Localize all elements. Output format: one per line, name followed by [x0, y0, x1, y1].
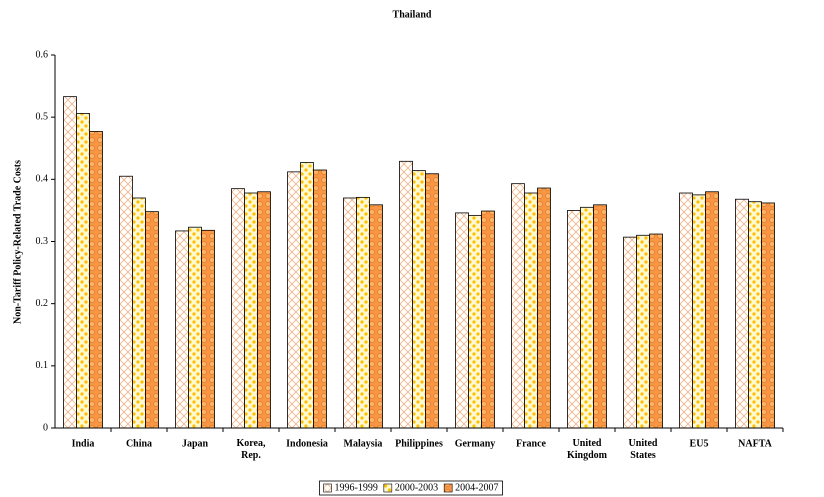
x-tick-label: Korea, Rep.	[237, 438, 266, 461]
x-tick-label: Germany	[455, 438, 496, 449]
legend-box	[319, 480, 503, 496]
legend-swatch	[443, 483, 453, 493]
legend-swatch	[323, 483, 332, 493]
x-tick-label: Philippines	[395, 438, 443, 449]
bar	[679, 192, 693, 429]
bar	[455, 212, 469, 429]
bar	[132, 197, 146, 429]
bar	[481, 210, 495, 429]
y-tick-label: 0.5	[36, 111, 49, 122]
bar	[649, 233, 663, 429]
bar	[356, 196, 370, 429]
y-tick-label: 0.4	[36, 174, 49, 185]
x-tick-label: India	[72, 438, 95, 449]
bar	[399, 160, 413, 429]
legend-label: 2004-2007	[455, 482, 498, 493]
bar	[201, 229, 215, 429]
bar	[692, 194, 706, 429]
bar	[468, 214, 482, 429]
bar	[257, 191, 271, 429]
x-tick-label: United Kingdom	[567, 438, 608, 461]
bar	[537, 187, 551, 429]
bar	[705, 191, 719, 429]
legend-label: 2000-2003	[395, 482, 438, 493]
bar	[76, 113, 90, 429]
x-tick-label: Japan	[182, 438, 209, 449]
bar	[748, 201, 762, 429]
legend: 1996-1999 2000-2003 2004-2007	[319, 480, 503, 496]
y-tick-label: 0.2	[36, 298, 49, 309]
bar	[623, 236, 637, 429]
bar	[300, 162, 314, 429]
bar	[89, 131, 103, 429]
bar	[369, 204, 383, 429]
bar	[761, 202, 775, 429]
bar	[567, 210, 581, 429]
y-tick-label: 0.6	[36, 49, 49, 60]
bar	[511, 183, 525, 429]
bar	[63, 96, 77, 429]
bar	[524, 192, 538, 429]
x-tick-label: United States	[629, 438, 658, 461]
y-axis-label: Non-Tariff Policy-Related Trade Costs	[12, 160, 23, 324]
x-tick-label: China	[126, 438, 152, 449]
x-tick-label: Malaysia	[344, 438, 383, 449]
legend-swatch	[383, 483, 393, 493]
bar	[231, 188, 245, 429]
bar	[145, 211, 159, 429]
bar	[343, 197, 357, 429]
chart-title: Thailand	[393, 9, 432, 20]
bar	[175, 230, 189, 429]
y-tick-label: 0.1	[36, 360, 49, 371]
bar	[313, 169, 327, 429]
bar	[593, 204, 607, 429]
x-tick-label: Indonesia	[286, 438, 328, 449]
bar	[636, 234, 650, 429]
bar	[580, 206, 594, 429]
x-tick-label: EU5	[690, 438, 709, 449]
bar	[188, 226, 202, 429]
bar	[412, 170, 426, 429]
bar	[287, 171, 301, 429]
bar	[425, 173, 439, 429]
bar	[735, 198, 749, 429]
y-tick-label: 0.3	[36, 236, 49, 247]
x-tick-label: NAFTA	[738, 438, 772, 449]
bar	[119, 175, 133, 429]
bar	[244, 192, 258, 429]
y-tick-label: 0	[43, 422, 48, 433]
legend-label: 1996-1999	[334, 482, 377, 493]
x-tick-label: France	[516, 438, 547, 449]
